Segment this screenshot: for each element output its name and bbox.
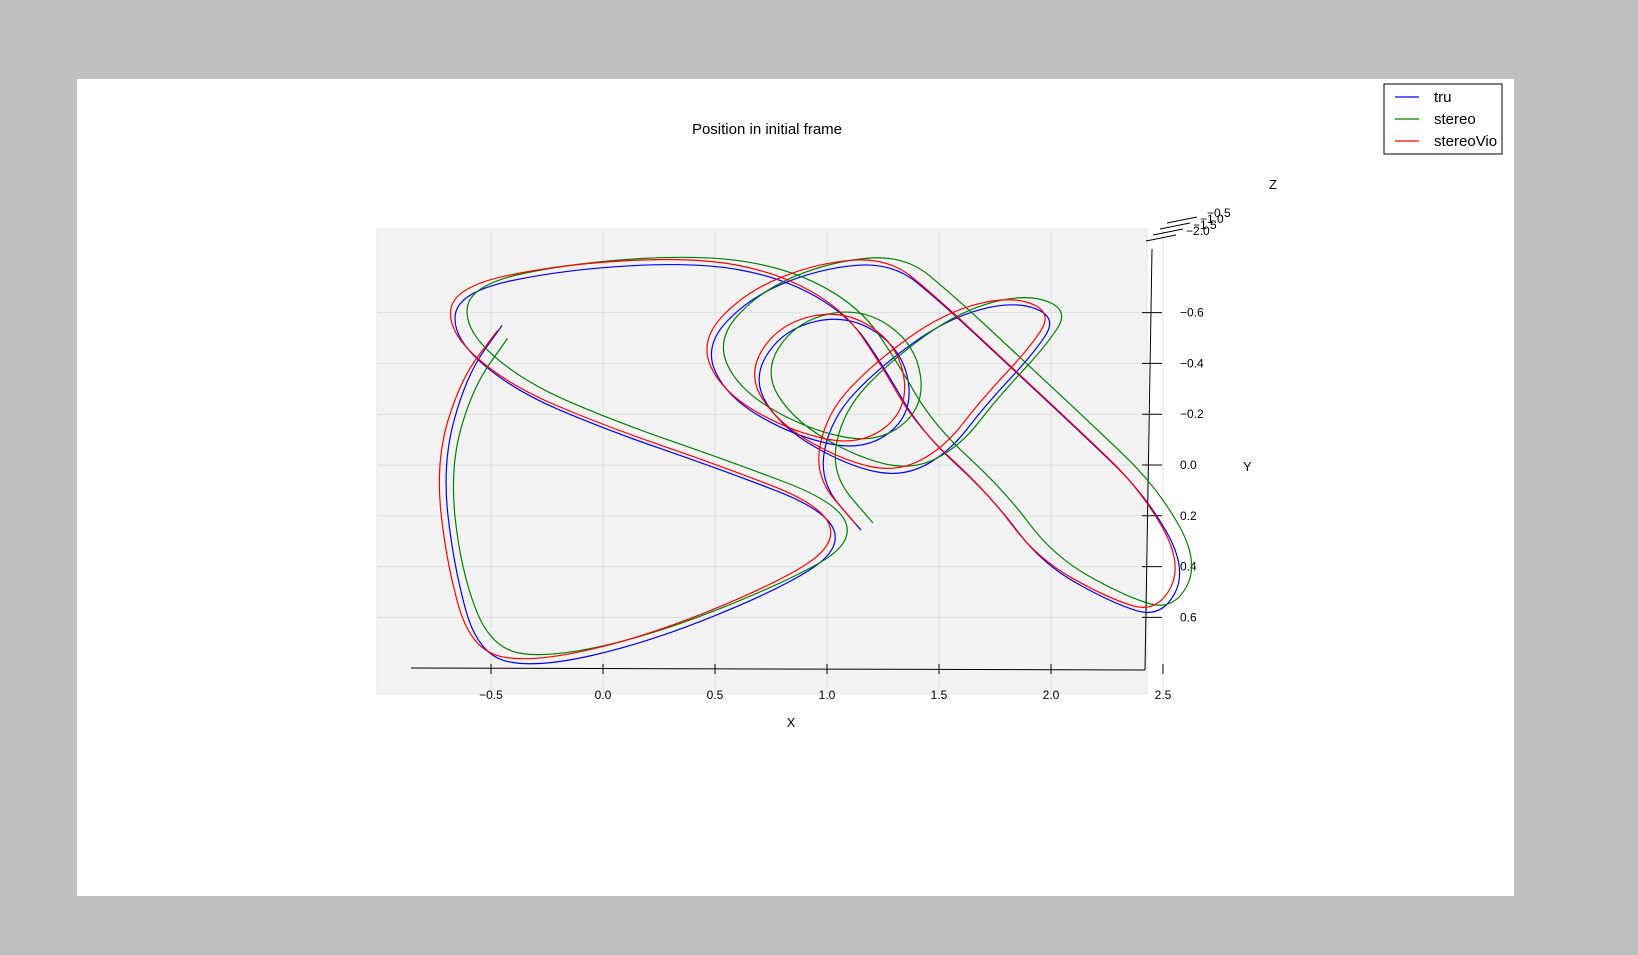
legend-box (1383, 83, 1503, 155)
chart-svg: −0.5 0.0 0.5 1.0 1.5 2.0 2.5 −0.6 −0.4 −0.2 0.0 0.2… (376, 83, 1503, 730)
z-tick (1152, 228, 1184, 236)
y-tick-label: 0.4 (1180, 560, 1197, 574)
y-tick-label: −0.2 (1180, 407, 1204, 421)
x-tick-label: −0.5 (479, 688, 503, 702)
figure-canvas: −0.5 0.0 0.5 1.0 1.5 2.0 2.5 −0.6 −0.4 −0.2 0.0 0.2… (77, 79, 1514, 896)
y-tick-label: 0.6 (1180, 610, 1197, 624)
grid (377, 229, 1164, 694)
x-tick-label: 1.5 (931, 688, 948, 702)
z-axis-label: Z (1269, 177, 1277, 192)
x-axis-line (410, 667, 1146, 671)
back-pane (376, 228, 1148, 695)
z-tick-label: −0.5 (1207, 206, 1231, 220)
y-axis-label: Y (1243, 459, 1252, 474)
legend: tru stereo stereoVio (1383, 83, 1503, 155)
y-tick-label: −0.6 (1180, 306, 1204, 320)
trajectories (438, 256, 1193, 665)
y-axis-line (1144, 248, 1153, 671)
z-tick (1159, 222, 1191, 230)
x-tick-label: 1.0 (819, 688, 836, 702)
series-line-stereo (452, 256, 1193, 656)
axes: −0.5 0.0 0.5 1.0 1.5 2.0 2.5 −0.6 −0.4 −0.2 0.0 0.2… (410, 206, 1231, 702)
y-tick-label: −0.4 (1180, 356, 1204, 370)
chart-title: Position in initial frame (692, 121, 842, 138)
y-tick-label: 0.0 (1180, 458, 1197, 472)
y-tick-label: 0.2 (1180, 509, 1197, 523)
x-tick-label: 2.0 (1043, 688, 1060, 702)
z-tick-label: −1.0 (1200, 212, 1224, 226)
x-tick-label: 0.5 (707, 688, 724, 702)
x-tick-label: 0.0 (595, 688, 612, 702)
series-line-stereoVio (438, 258, 1176, 660)
z-tick-label: −2.0 (1186, 224, 1210, 238)
legend-label: tru (1434, 89, 1452, 106)
legend-label: stereo (1434, 111, 1476, 128)
z-tick (1145, 234, 1177, 242)
z-tick (1166, 216, 1198, 224)
x-tick-label: 2.5 (1155, 688, 1172, 702)
series-line-tru (445, 263, 1181, 665)
x-axis-label: X (787, 715, 796, 730)
z-tick-label: −1.5 (1193, 218, 1217, 232)
legend-label: stereoVio (1434, 133, 1497, 150)
